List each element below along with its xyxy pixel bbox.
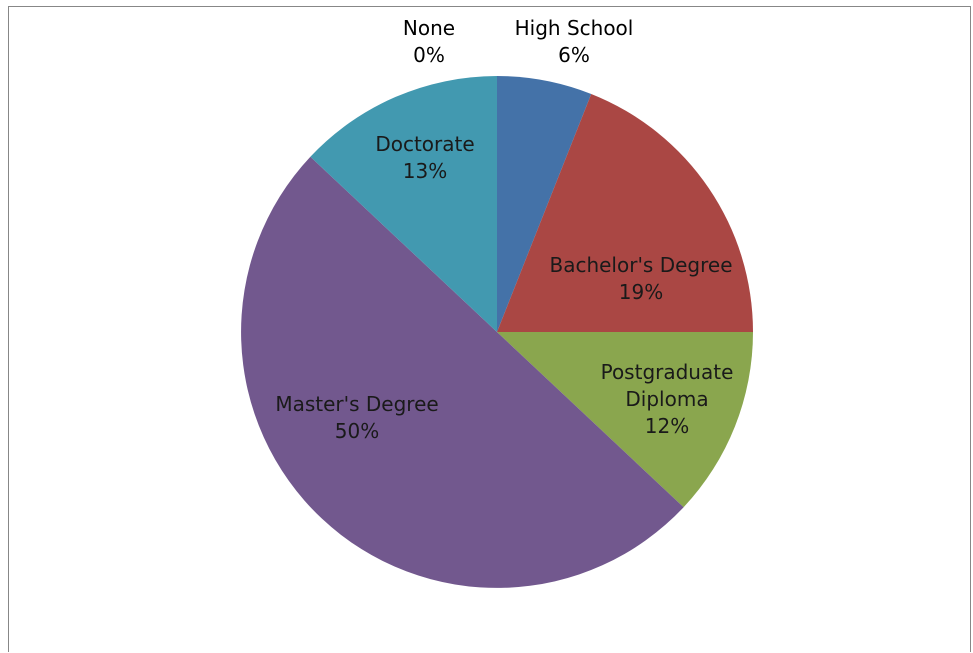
pie-slice-master-s-degree xyxy=(241,156,684,588)
data-label-master-s-degree: Master's Degree 50% xyxy=(275,392,438,443)
data-label-none: None 0% xyxy=(403,16,455,67)
pie-chart: High School 6% Bachelor's Degree 19% Postgra… xyxy=(241,16,753,588)
chart-area: High School 6% Bachelor's Degree 19% Postgra… xyxy=(8,6,971,652)
pie-slices xyxy=(241,76,753,588)
pie-slice-bachelor-s-degree xyxy=(497,93,753,332)
pie-slice-postgraduate-diploma xyxy=(497,332,753,508)
data-label-postgraduate-diploma: Postgraduate Diploma 12% xyxy=(601,360,734,438)
data-label-bachelor-s-degree: Bachelor's Degree 19% xyxy=(549,253,732,304)
data-label-doctorate: Doctorate 13% xyxy=(375,132,474,183)
pie-slice-doctorate xyxy=(310,76,497,332)
pie-labels: High School 6% Bachelor's Degree 19% Postgra… xyxy=(275,16,733,443)
pie-slice-high-school xyxy=(497,76,592,332)
data-label-high-school: High School 6% xyxy=(515,16,634,67)
